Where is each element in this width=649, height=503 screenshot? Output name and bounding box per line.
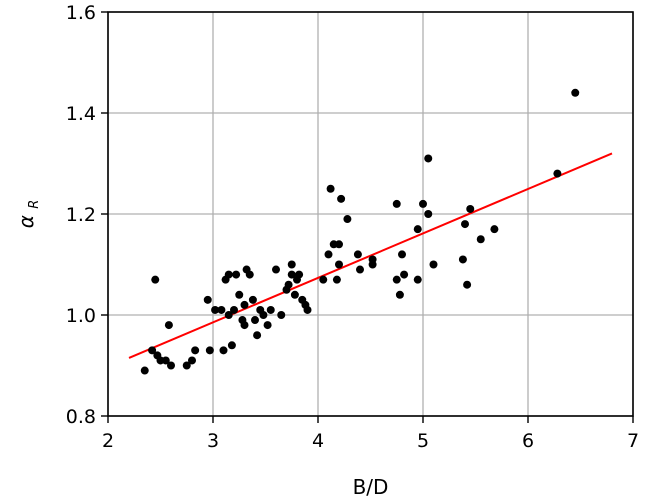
- y-axis-label-main: α: [14, 215, 38, 228]
- data-point: [490, 225, 499, 234]
- data-point: [398, 250, 406, 259]
- data-point: [290, 290, 299, 299]
- data-point: [253, 331, 262, 340]
- fit-line-layer: [128, 152, 613, 359]
- x-tick-label: 6: [522, 430, 534, 452]
- data-point: [326, 184, 335, 193]
- x-tick-label: 5: [417, 430, 429, 452]
- data-point: [235, 290, 244, 299]
- data-point: [332, 275, 341, 284]
- fit-line: [128, 152, 613, 359]
- data-point: [182, 361, 191, 370]
- data-point: [259, 311, 268, 319]
- data-point: [219, 346, 228, 355]
- data-point: [466, 204, 475, 213]
- data-point: [324, 250, 333, 259]
- data-point: [461, 220, 469, 229]
- data-point: [295, 270, 304, 279]
- data-point: [240, 300, 249, 309]
- y-tick-label: 1.4: [66, 103, 96, 125]
- y-tick-label: 1.0: [66, 305, 96, 327]
- data-point: [151, 275, 160, 284]
- y-tick-label: 1.2: [66, 204, 96, 226]
- data-point: [277, 311, 286, 319]
- data-point: [303, 305, 312, 314]
- data-point: [203, 295, 212, 304]
- grid-layer: [107, 11, 634, 417]
- data-point: [335, 260, 343, 269]
- data-point: [395, 290, 404, 299]
- data-point: [458, 255, 467, 264]
- x-tick-label: 3: [207, 430, 219, 452]
- data-point: [164, 321, 173, 330]
- data-point: [232, 270, 241, 279]
- data-point: [413, 225, 422, 234]
- data-point: [335, 240, 343, 249]
- data-point: [272, 265, 280, 274]
- y-axis-label: α R: [14, 200, 42, 229]
- y-tick-label: 0.8: [66, 406, 96, 428]
- data-point: [251, 316, 259, 325]
- data-point: [227, 341, 236, 350]
- data-point: [287, 260, 296, 269]
- data-point: [188, 356, 196, 365]
- data-point: [217, 305, 226, 314]
- data-point: [224, 270, 233, 279]
- data-point: [353, 250, 362, 259]
- data-point: [424, 154, 433, 163]
- data-point: [424, 210, 433, 218]
- data-point: [343, 215, 352, 224]
- data-point: [211, 305, 220, 314]
- data-point: [284, 280, 293, 289]
- data-point: [400, 270, 409, 279]
- y-tick-label: 1.6: [66, 2, 96, 24]
- data-point: [248, 295, 257, 304]
- data-point: [337, 194, 346, 203]
- x-tick-label: 2: [102, 430, 114, 452]
- data-point: [571, 88, 580, 97]
- x-tick-label: 7: [627, 430, 639, 452]
- data-point: [230, 305, 238, 314]
- data-point: [263, 321, 272, 330]
- data-point: [368, 255, 377, 264]
- data-point: [392, 275, 401, 284]
- tick-layer: 2 3 4 5 6 7 0.8 1.0 1.2 1.4 1.6: [66, 2, 639, 452]
- y-axis-label-subscript: R: [27, 200, 42, 209]
- data-point: [319, 275, 328, 284]
- data-point: [463, 280, 472, 289]
- data-point: [476, 235, 485, 244]
- x-tick-label: 4: [312, 430, 324, 452]
- data-point: [419, 199, 427, 208]
- data-point: [429, 260, 438, 269]
- data-point: [148, 346, 157, 355]
- data-point: [553, 169, 562, 178]
- data-point: [392, 199, 401, 208]
- x-axis-label: B/D: [353, 475, 389, 499]
- data-point: [167, 361, 175, 370]
- data-point: [205, 346, 214, 355]
- data-point: [140, 366, 149, 375]
- data-point: [161, 356, 170, 365]
- data-point: [413, 275, 422, 284]
- data-point: [356, 265, 364, 274]
- data-point: [240, 321, 249, 330]
- data-point: [287, 270, 296, 279]
- data-point: [266, 305, 275, 314]
- data-point: [191, 346, 200, 355]
- data-point: [245, 270, 254, 279]
- data-point: [224, 311, 233, 319]
- points-layer: [140, 88, 580, 375]
